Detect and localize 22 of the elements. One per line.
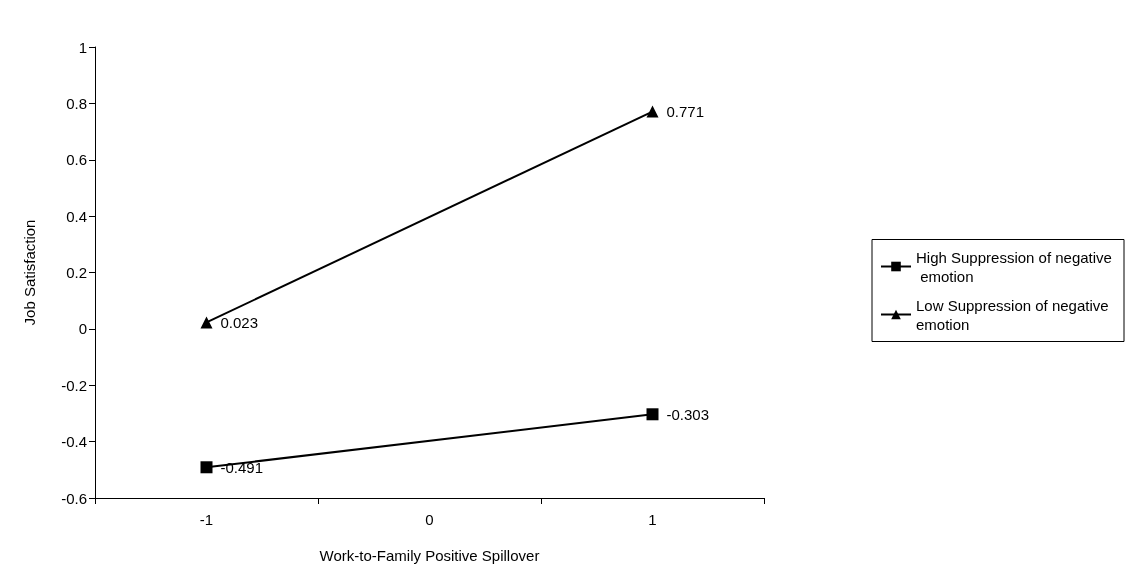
y-tick-label: 0.2 — [66, 264, 87, 281]
y-tick-label: 0 — [78, 320, 87, 338]
data-label: -0.303 — [666, 405, 710, 423]
point — [200, 461, 213, 474]
legend-label: High Suppression of negative emotion — [916, 248, 1112, 285]
point — [646, 408, 659, 421]
legend-label: Low Suppression of negative emotion — [916, 296, 1113, 333]
y-axis-title: Job Satisfaction — [21, 219, 38, 326]
y-tick-label: -0.6 — [61, 489, 87, 507]
data-label: 0.771 — [666, 103, 705, 121]
y-tick-label: -0.4 — [61, 433, 87, 451]
y-tick-label: 1 — [78, 38, 87, 56]
x-tick-label: -1 — [199, 511, 214, 528]
data-label: -0.491 — [220, 458, 264, 476]
data-label: 0.023 — [220, 313, 259, 331]
x-tick-label: 1 — [648, 511, 657, 528]
y-tick-label: 0.8 — [66, 94, 87, 112]
y-tick-label: 0.4 — [66, 207, 87, 225]
x-axis-title: Work-to-Family Positive Spillover — [319, 547, 540, 564]
y-tick-label: -0.2 — [61, 376, 87, 394]
y-tick-label: 0.6 — [66, 151, 87, 169]
x-tick-label: 0 — [425, 511, 434, 528]
